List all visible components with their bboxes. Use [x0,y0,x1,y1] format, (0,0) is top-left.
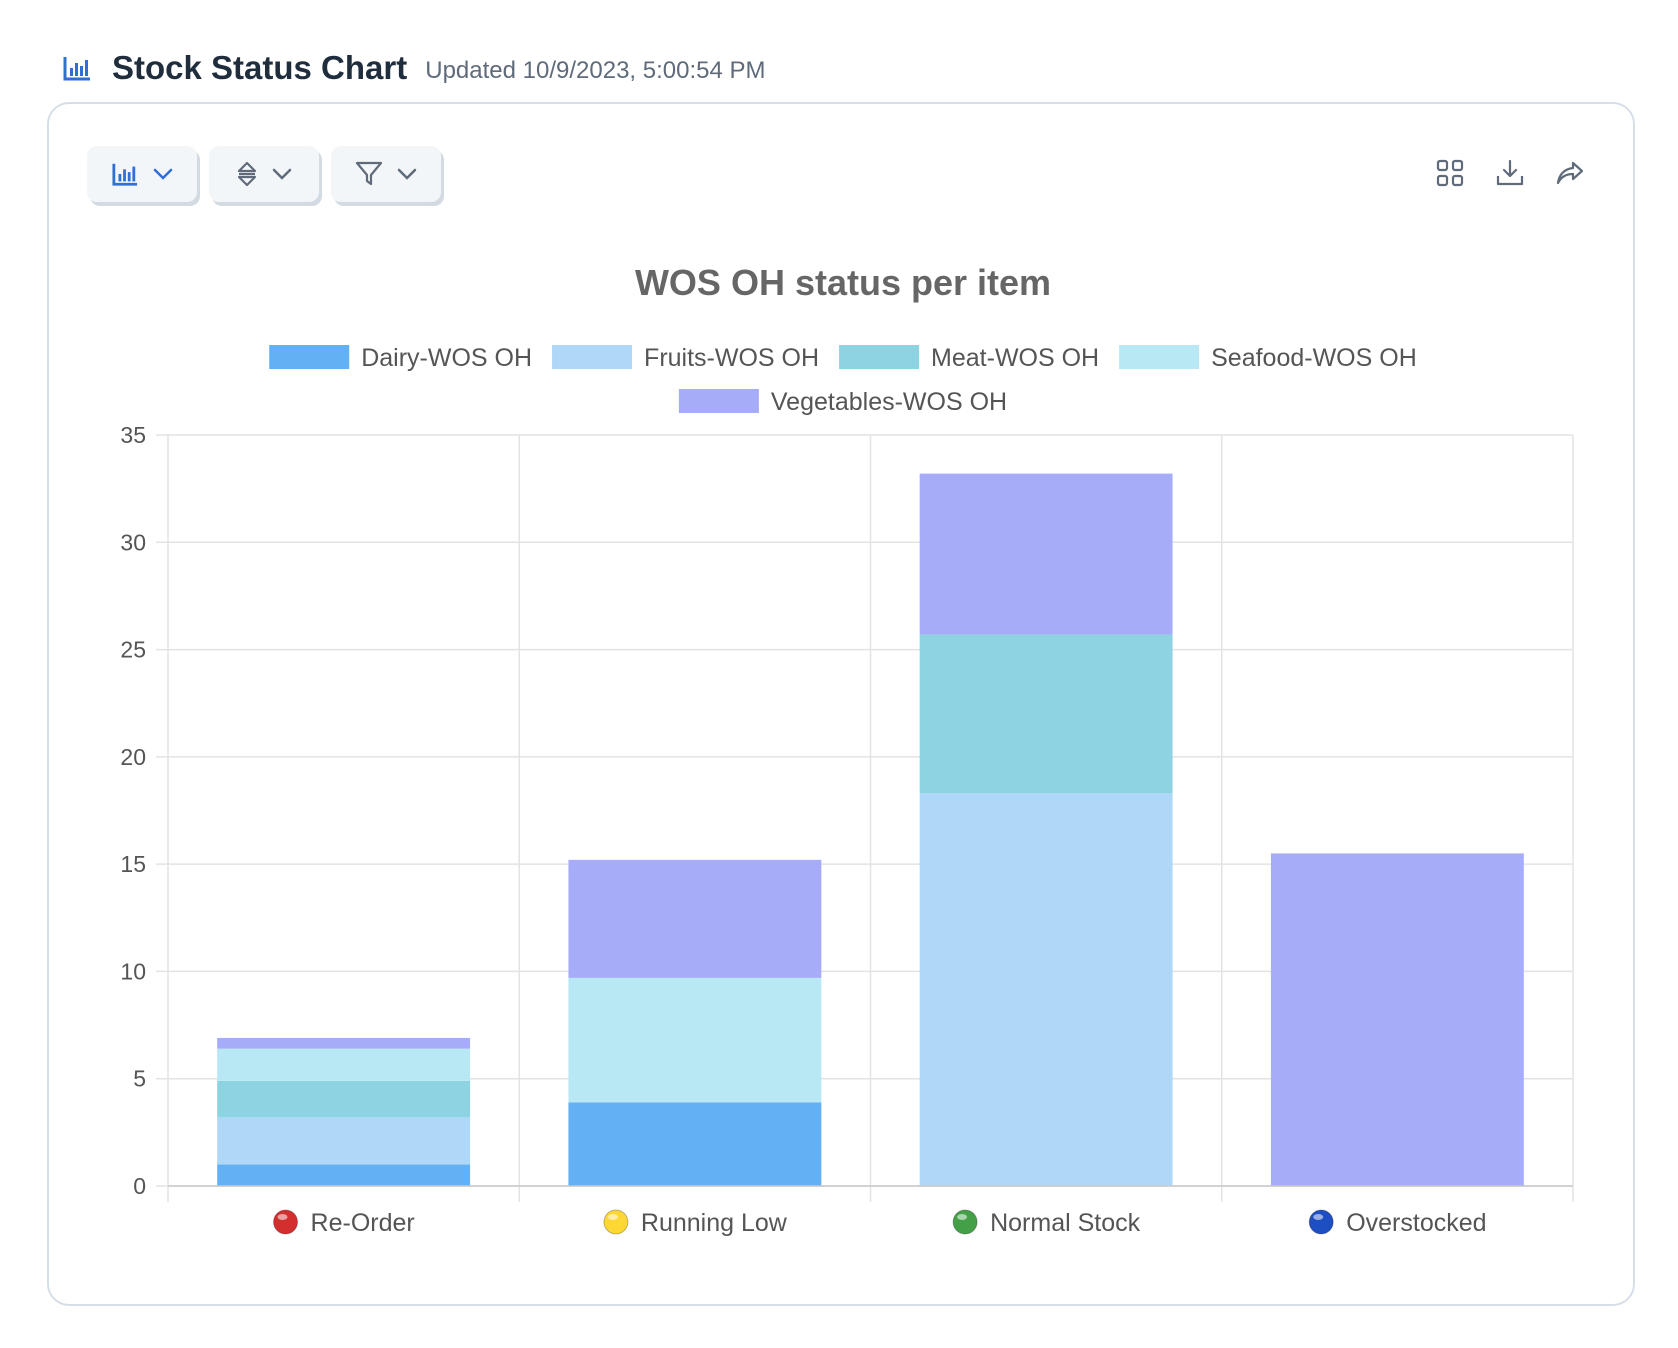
status-dot-highlight [957,1214,968,1220]
bar-segment [568,977,822,1103]
legend-swatch [839,345,920,369]
bar-segment [1270,853,1524,1186]
download-icon[interactable] [1495,158,1525,188]
y-tick-label: 35 [120,422,146,448]
bar-segment [217,1037,471,1049]
status-dot-icon [1308,1209,1334,1235]
status-dot-highlight [277,1214,288,1220]
legend-swatch [269,345,350,369]
legend-item: Meat-WOS OH [839,344,1099,372]
bar-segment [919,473,1173,635]
chart-header: Stock Status Chart Updated 10/9/2023, 5:… [62,44,766,92]
grid-icon[interactable] [1435,158,1465,188]
legend-item: Vegetables-WOS OH [678,388,1007,416]
y-tick-label: 0 [133,1173,146,1199]
status-dot-highlight [607,1214,618,1220]
chart-title: WOS OH status per item [635,262,1051,303]
updated-timestamp: Updated 10/9/2023, 5:00:54 PM [425,57,766,84]
bar-segment [217,1164,471,1186]
legend-item: Dairy-WOS OH [269,344,532,372]
y-tick-label: 30 [120,529,146,555]
legend-label: Vegetables-WOS OH [771,388,1007,416]
legend-swatch [1119,345,1200,369]
filter-icon [355,161,383,186]
y-tick-label: 10 [120,958,146,984]
bar-segment [919,793,1173,1186]
bar-chart-icon [63,57,90,81]
y-tick-label: 15 [120,851,146,877]
legend-label: Fruits-WOS OH [644,344,819,372]
bar-segment [568,859,822,978]
x-tick-label: Running Low [641,1209,788,1237]
chevron-down-icon [397,168,417,180]
filter-dropdown[interactable] [331,146,441,202]
x-tick-label: Overstocked [1346,1209,1486,1237]
status-dot-highlight [1313,1214,1324,1220]
chevron-down-icon [272,168,292,180]
sort-dropdown[interactable] [209,146,319,202]
y-tick-label: 20 [120,744,146,770]
chart-toolbar [87,146,441,202]
bar-segment [568,1102,822,1186]
chevron-down-icon [153,168,173,180]
bar-segment [217,1048,471,1081]
sort-icon [237,161,257,187]
y-tick-label: 25 [120,637,146,663]
bar-segment [217,1117,471,1165]
legend-item: Fruits-WOS OH [552,344,819,372]
bar-segment [919,634,1173,794]
legend-label: Meat-WOS OH [931,344,1099,372]
legend-swatch [678,389,759,413]
x-tick-label: Normal Stock [990,1209,1141,1237]
chart-actions [1435,158,1585,188]
status-dot-icon [952,1209,978,1235]
legend-swatch [552,345,633,369]
legend-label: Seafood-WOS OH [1211,344,1417,372]
legend-label: Dairy-WOS OH [361,344,532,372]
y-tick-label: 5 [133,1066,146,1092]
legend-item: Seafood-WOS OH [1119,344,1417,372]
bar-segment [217,1080,471,1118]
page-title: Stock Status Chart [112,49,408,86]
share-icon[interactable] [1555,158,1585,188]
status-dot-icon [273,1209,299,1235]
status-dot-icon [603,1209,629,1235]
bar-chart-icon [112,163,138,186]
chart-type-dropdown[interactable] [87,146,197,202]
x-tick-label: Re-Order [311,1209,415,1237]
